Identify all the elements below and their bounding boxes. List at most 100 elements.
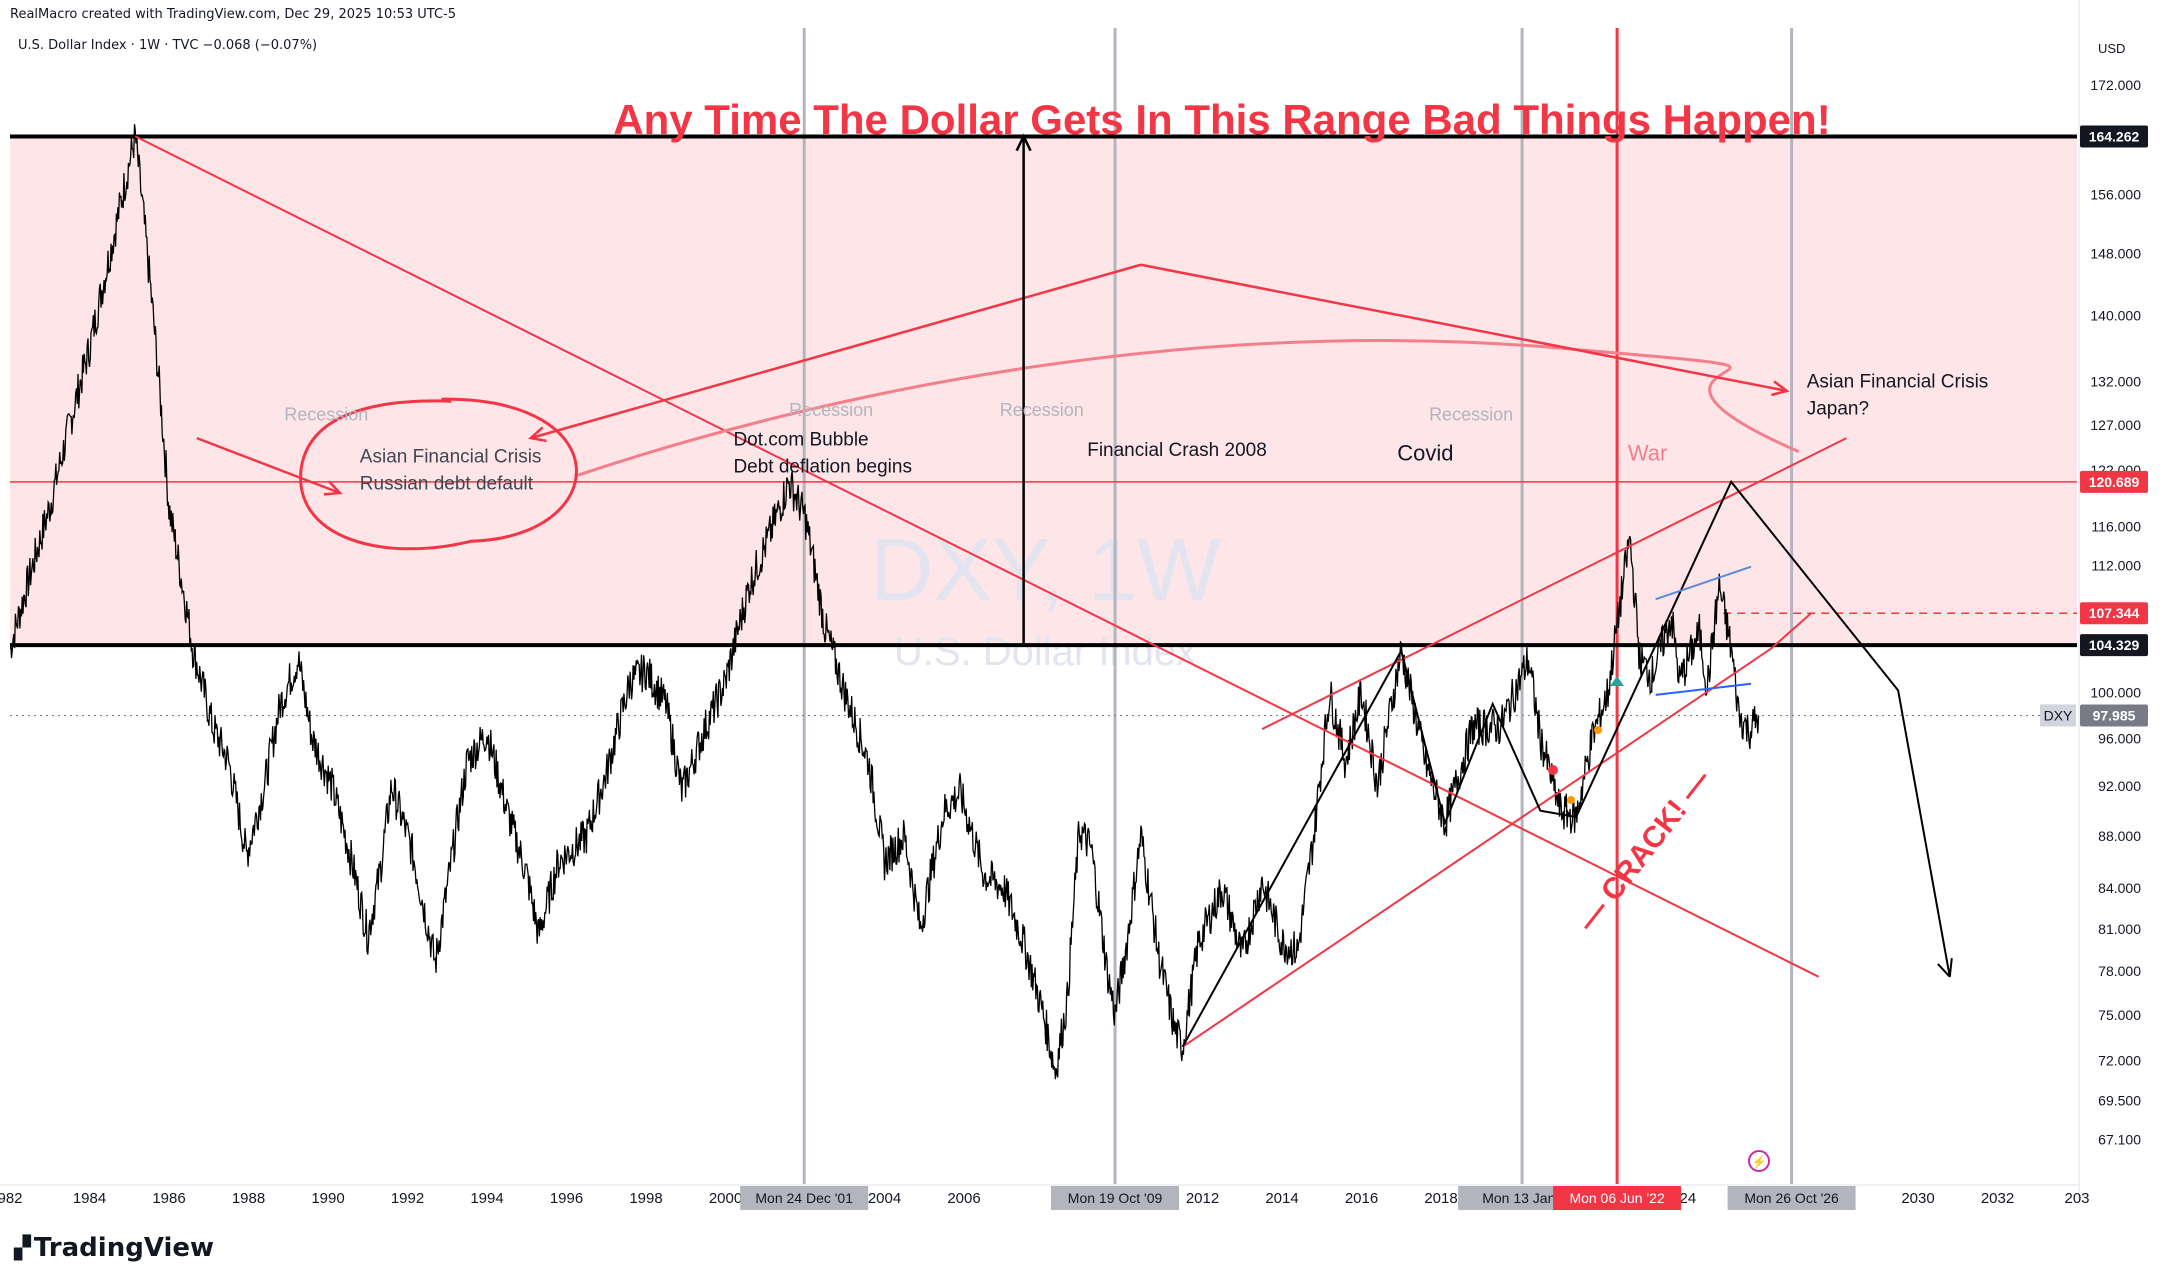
watermark-symbol: DXY, 1W bbox=[870, 520, 1221, 619]
time-tick-label: 2012 bbox=[1186, 1190, 1219, 1207]
arrow-head-icon bbox=[1771, 380, 1790, 397]
symbol-legend[interactable]: U.S. Dollar Index · 1W · TVC −0.068 (−0.… bbox=[18, 38, 318, 53]
chart-annotation: War bbox=[1628, 441, 1668, 466]
date-label-text: Mon 06 Jun '22 bbox=[1569, 1190, 1665, 1206]
price-label-text: 120.689 bbox=[2089, 474, 2140, 490]
price-tick-label: 127.000 bbox=[2090, 417, 2141, 433]
price-series bbox=[10, 124, 1760, 1080]
price-tick-label: 75.000 bbox=[2098, 1007, 2141, 1023]
arrow-head-icon bbox=[323, 480, 343, 496]
event-marker-icon bbox=[1748, 1150, 1770, 1172]
chart-annotation: Japan? bbox=[1807, 398, 1869, 419]
date-label-text: Mon 13 Jan ' bbox=[1482, 1190, 1562, 1206]
time-tick-label: 1992 bbox=[391, 1190, 424, 1207]
watermark-name: U.S. Dollar Index bbox=[894, 630, 1196, 674]
chart-annotation: — CRACK! — bbox=[1571, 764, 1717, 938]
time-tick-label: 982 bbox=[0, 1190, 23, 1207]
chart-annotation: Recession bbox=[789, 400, 873, 420]
headline-title: Any Time The Dollar Gets In This Range B… bbox=[613, 96, 1830, 143]
price-tick-label: 72.000 bbox=[2098, 1053, 2141, 1069]
signal-dot-icon bbox=[1594, 726, 1602, 734]
chart-annotation: Recession bbox=[284, 404, 368, 424]
up-marker-icon bbox=[1610, 676, 1624, 686]
date-label-box bbox=[1051, 1186, 1180, 1210]
price-tick-label: 100.000 bbox=[2090, 685, 2141, 701]
currency-label: USD bbox=[2098, 41, 2125, 56]
time-tick-label: 1986 bbox=[152, 1190, 185, 1207]
symbol-tag-box bbox=[2040, 704, 2076, 727]
price-tick-label: 172.000 bbox=[2090, 77, 2141, 93]
price-label-box bbox=[2080, 704, 2148, 727]
lightning-icon: ⚡ bbox=[1752, 1155, 1767, 1169]
price-tick-label: 112.000 bbox=[2091, 558, 2141, 574]
time-tick-label: 1998 bbox=[629, 1190, 662, 1207]
price-tick-label: 81.000 bbox=[2098, 921, 2141, 937]
chart-annotation: Russian debt default bbox=[360, 473, 534, 494]
range-band bbox=[10, 136, 2077, 646]
date-label-box bbox=[1553, 1186, 1682, 1210]
trendline bbox=[1770, 612, 1812, 650]
price-label-text: 164.262 bbox=[2089, 129, 2140, 145]
price-label-text: 104.329 bbox=[2089, 637, 2140, 653]
arrow-line bbox=[196, 436, 341, 495]
price-tick-label: 88.000 bbox=[2098, 828, 2141, 844]
date-label-text: Mon 26 Oct '26 bbox=[1744, 1190, 1839, 1206]
chart-annotation: Dot.com Bubble bbox=[733, 429, 868, 450]
trendline bbox=[1948, 958, 1953, 977]
price-tick-label: 78.000 bbox=[2098, 963, 2141, 979]
time-tick-label: 1984 bbox=[73, 1190, 106, 1207]
price-tick-label: 132.000 bbox=[2090, 374, 2141, 390]
chart-annotation: Debt deflation begins bbox=[733, 457, 912, 478]
tradingview-logo[interactable]: ▞ TradingView bbox=[14, 1233, 214, 1263]
chart-annotation: Financial Crash 2008 bbox=[1087, 440, 1267, 461]
time-tick-label: 1990 bbox=[311, 1190, 344, 1207]
arrow-line bbox=[1140, 263, 1788, 393]
price-tick-label: 69.500 bbox=[2098, 1092, 2141, 1108]
price-label-text: 97.985 bbox=[2093, 707, 2136, 723]
arrow-line bbox=[530, 263, 1142, 440]
chart-annotation: Recession bbox=[1429, 404, 1513, 424]
chart-annotation: Asian Financial Crisis bbox=[1807, 371, 1989, 392]
time-tick-label: 1988 bbox=[232, 1190, 265, 1207]
trendline bbox=[1655, 565, 1752, 601]
price-tick-label: 96.000 bbox=[2098, 730, 2141, 746]
time-tick-label: 1996 bbox=[550, 1190, 583, 1207]
hand-drawn-circle bbox=[299, 397, 578, 551]
price-label-text: 107.344 bbox=[2089, 605, 2140, 621]
date-label-text: Mon 24 Dec '01 bbox=[755, 1190, 853, 1206]
time-tick-label: 1994 bbox=[470, 1190, 503, 1207]
chart-annotation: Asian Financial Crisis bbox=[360, 446, 542, 467]
price-tick-label: 84.000 bbox=[2098, 880, 2141, 896]
symbol-tag-text: DXY bbox=[2044, 707, 2073, 723]
trendline bbox=[1261, 437, 1847, 730]
price-label-box bbox=[2080, 602, 2148, 625]
trendline bbox=[134, 135, 1820, 978]
chart-annotation: Covid bbox=[1397, 441, 1453, 466]
price-tick-label: 148.000 bbox=[2090, 245, 2141, 261]
price-label-box bbox=[2080, 470, 2148, 493]
dxy-price-line bbox=[10, 124, 1760, 1080]
time-tick-label: 2004 bbox=[868, 1190, 901, 1207]
tradingview-wordmark: TradingView bbox=[33, 1233, 215, 1263]
price-label-box bbox=[2080, 125, 2148, 148]
created-by-text: RealMacro created with TradingView.com, … bbox=[10, 7, 457, 22]
trendline bbox=[1655, 682, 1752, 696]
price-label-box bbox=[2080, 634, 2148, 657]
time-tick-label: 2000 bbox=[709, 1190, 742, 1207]
date-label-text: Mon 19 Oct '09 bbox=[1068, 1190, 1163, 1206]
trendline bbox=[1182, 647, 1772, 1048]
trendline bbox=[1181, 479, 1951, 1048]
trendline bbox=[1937, 963, 1951, 978]
signal-dot-icon bbox=[1567, 796, 1575, 804]
curved-arc bbox=[573, 339, 1800, 478]
time-tick-label: 2030 bbox=[1901, 1190, 1934, 1207]
time-tick-label: 2014 bbox=[1265, 1190, 1298, 1207]
time-tick-label: 2032 bbox=[1981, 1190, 2014, 1207]
date-label-box bbox=[1727, 1186, 1856, 1210]
arrow-head-icon bbox=[527, 426, 547, 443]
time-tick-label: 203 bbox=[2064, 1190, 2089, 1207]
signal-dot-icon bbox=[1548, 765, 1558, 775]
date-label-box bbox=[740, 1186, 869, 1210]
price-tick-label: 92.000 bbox=[2098, 778, 2141, 794]
